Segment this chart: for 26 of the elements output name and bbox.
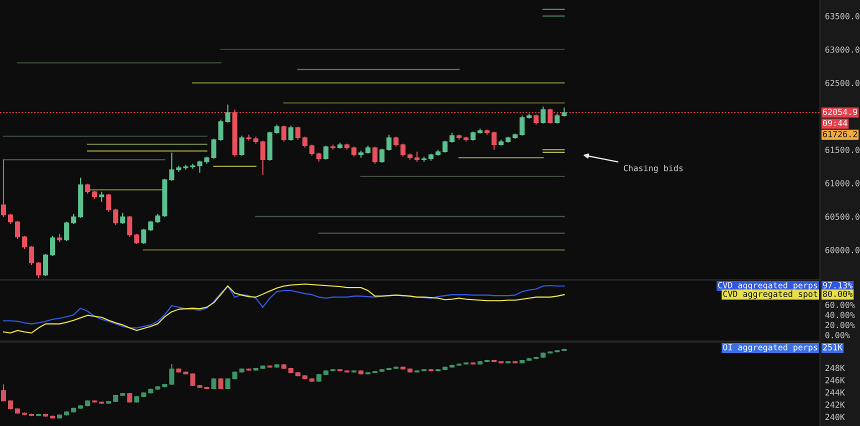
y-tick-label: 63500.0: [825, 13, 860, 20]
text: 97.13%: [823, 282, 852, 288]
y-tick-label: 63000.0: [825, 46, 860, 53]
ref-line-label: 62054.9: [823, 108, 858, 116]
y-tick-label: 40.00%: [825, 312, 855, 318]
y-tick-label: 242K: [825, 402, 845, 408]
y-tick-label: 61000.0: [825, 180, 860, 186]
y-tick-label: 20.00%: [825, 322, 855, 328]
y-tick-label: 60500.0: [825, 214, 860, 220]
y-tick-label: 240K: [825, 414, 845, 420]
y-tick-label: 0.00%: [825, 332, 850, 338]
y-tick-label: 60.00%: [825, 302, 855, 308]
y-tick-label: 61500.0: [825, 146, 860, 153]
y-tick-label: 244K: [825, 389, 845, 396]
text: 61726.2: [823, 130, 857, 138]
legend-label: CVD aggregated spot: [723, 290, 818, 299]
y-tick-label: 62500.0: [825, 80, 860, 86]
y-tick-label: 60000.0: [825, 246, 860, 254]
legend-label: CVD aggregated perps: [718, 282, 818, 290]
text: OI aggregated perps: [723, 344, 818, 352]
annotation: Chasing bids: [624, 164, 683, 173]
y-tick-label: 246K: [825, 377, 845, 384]
text: 251K: [823, 344, 843, 350]
text: 80.00%: [823, 290, 852, 298]
y-tick-label: 248K: [825, 364, 845, 372]
text: 09:44: [823, 120, 848, 126]
